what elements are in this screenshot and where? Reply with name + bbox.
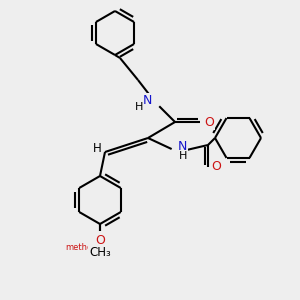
Text: N: N (177, 140, 187, 152)
Text: N: N (142, 94, 152, 107)
Text: CH₃: CH₃ (89, 245, 111, 259)
Text: H: H (135, 102, 143, 112)
Text: O: O (95, 235, 105, 248)
Text: O: O (204, 116, 214, 128)
Text: O: O (211, 160, 221, 173)
Text: methoxy: methoxy (66, 244, 102, 253)
Text: O: O (94, 232, 104, 245)
Text: H: H (93, 142, 101, 155)
Text: H: H (179, 151, 187, 161)
